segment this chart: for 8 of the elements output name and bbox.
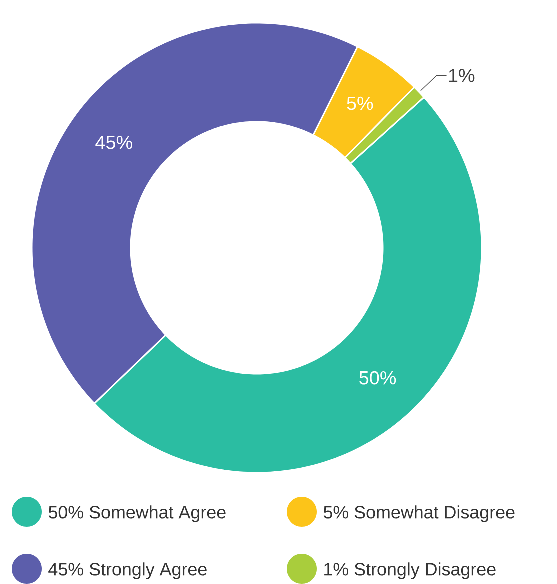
legend-label: 50% Somewhat Agree: [48, 506, 226, 522]
legend-label: 1% Strongly Disagree: [324, 562, 496, 580]
legend-label: 45% Strongly Agree: [48, 562, 207, 580]
data-label: 5%: [347, 96, 374, 110]
data-label: 1%: [449, 69, 475, 82]
data-label: 45%: [96, 136, 132, 150]
legend-label: 5% Somewhat Disagree: [324, 506, 515, 522]
data-label: 50%: [360, 371, 396, 385]
